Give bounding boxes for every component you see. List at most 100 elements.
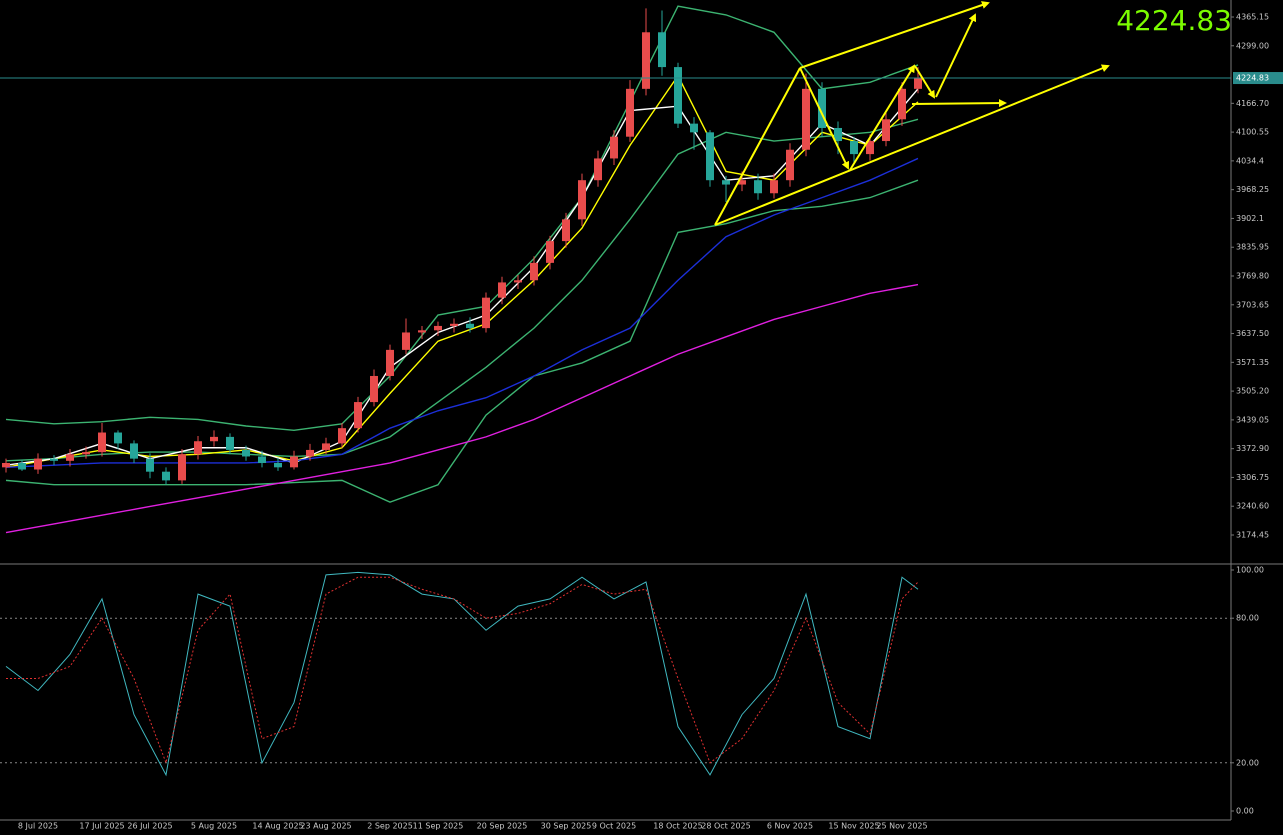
candle-body: [642, 32, 650, 89]
indicator-line: [5, 88, 919, 466]
candle-body: [194, 441, 202, 455]
indicator-line: [5, 157, 919, 469]
price-panel: [0, 5, 1231, 534]
candle-body: [546, 241, 554, 263]
candle-body: [658, 32, 666, 68]
candle-body: [162, 471, 170, 481]
arrow: [714, 64, 1110, 226]
x-tick-label: 11 Sep 2025: [413, 822, 464, 831]
candle-body: [530, 262, 538, 281]
arrow: [849, 64, 916, 171]
candle-body: [242, 449, 250, 457]
candle-body: [610, 136, 618, 159]
candle-body: [850, 141, 858, 155]
candle-body: [706, 132, 714, 181]
y-tick-label: 3968.25: [1236, 185, 1269, 194]
candle-body: [258, 456, 266, 463]
x-tick-label: 2 Sep 2025: [367, 822, 413, 831]
candle-body: [66, 454, 74, 461]
annotations: [714, 1, 1110, 226]
y-tick-label: 100.00: [1236, 566, 1264, 575]
candle-body: [226, 436, 234, 450]
candle-body: [690, 123, 698, 133]
y-tick-label: 3835.95: [1236, 243, 1269, 252]
current-price: 4224.83: [1116, 4, 1232, 37]
candle-body: [738, 180, 746, 185]
arrow: [935, 13, 977, 98]
candle-body: [834, 127, 842, 142]
y-tick-label: 4034.4: [1236, 156, 1264, 165]
candle-body: [98, 432, 106, 453]
candle-body: [386, 349, 394, 376]
candle-body: [818, 88, 826, 128]
candle-body: [322, 443, 330, 450]
candle-body: [754, 180, 762, 194]
candle-body: [338, 428, 346, 444]
x-tick-label: 25 Nov 2025: [876, 822, 927, 831]
candle-body: [866, 141, 874, 155]
candle-body: [562, 219, 570, 242]
arrow: [799, 1, 990, 69]
x-tick-label: 14 Aug 2025: [252, 822, 303, 831]
x-tick-label: 8 Jul 2025: [18, 822, 58, 831]
y-tick-label: 3505.20: [1236, 387, 1269, 396]
candle-body: [626, 88, 634, 137]
candle-body: [210, 436, 218, 442]
candle-body: [674, 67, 682, 124]
x-tick-label: 15 Nov 2025: [828, 822, 879, 831]
candle-body: [2, 462, 10, 468]
candle-body: [578, 180, 586, 220]
x-tick-label: 6 Nov 2025: [767, 822, 813, 831]
y-tick-label: 3769.80: [1236, 271, 1269, 280]
candle-body: [498, 282, 506, 298]
y-tick-label: 3902.1: [1236, 214, 1264, 223]
candle-body: [914, 77, 922, 89]
indicator-line: [5, 118, 919, 462]
y-tick-label: 3174.45: [1236, 531, 1269, 540]
oscillator-panel: [0, 571, 1231, 777]
y-tick-label: 0.00: [1236, 807, 1254, 816]
x-tick-label: 23 Aug 2025: [300, 822, 351, 831]
arrow: [799, 67, 850, 170]
candle-body: [418, 330, 426, 333]
arrow: [911, 99, 1007, 108]
y-tick-label: 4365.15: [1236, 12, 1269, 21]
candle-body: [402, 332, 410, 350]
x-tick-label: 30 Sep 2025: [541, 822, 592, 831]
indicator-line: [5, 5, 919, 432]
candle-body: [434, 325, 442, 331]
candle-body: [130, 443, 138, 459]
x-tick-label: 17 Jul 2025: [79, 822, 124, 831]
y-tick-label: 3703.65: [1236, 300, 1269, 309]
candle-body: [274, 462, 282, 468]
candle-body: [466, 323, 474, 329]
x-tick-label: 9 Oct 2025: [592, 822, 636, 831]
candle-body: [50, 458, 58, 461]
y-tick-label: 80.00: [1236, 614, 1259, 623]
y-tick-label: 3240.60: [1236, 502, 1269, 511]
candle-body: [594, 158, 602, 181]
y-tick-label: 3372.90: [1236, 444, 1269, 453]
y-tick-label: 3571.35: [1236, 358, 1269, 367]
candle-body: [450, 323, 458, 326]
candle-body: [290, 456, 298, 468]
x-tick-label: 18 Oct 2025: [653, 822, 702, 831]
candle-body: [786, 149, 794, 181]
y-tick-label: 4299.00: [1236, 41, 1269, 50]
y-tick-label: 3306.75: [1236, 473, 1269, 482]
y-tick-label: 4166.70: [1236, 99, 1269, 108]
price-tag: [1233, 72, 1283, 85]
candle-body: [354, 402, 362, 429]
stochastic-line: [5, 571, 919, 777]
x-tick-label: 26 Jul 2025: [127, 822, 172, 831]
indicator-line: [5, 74, 919, 469]
y-tick-label: 4100.55: [1236, 128, 1269, 137]
candle-body: [114, 432, 122, 444]
candle-body: [898, 88, 906, 120]
candle-body: [306, 449, 314, 457]
x-tick-label: 5 Aug 2025: [191, 822, 237, 831]
y-tick-label: 3637.50: [1236, 329, 1269, 338]
y-tick-label: 20.00: [1236, 758, 1259, 767]
